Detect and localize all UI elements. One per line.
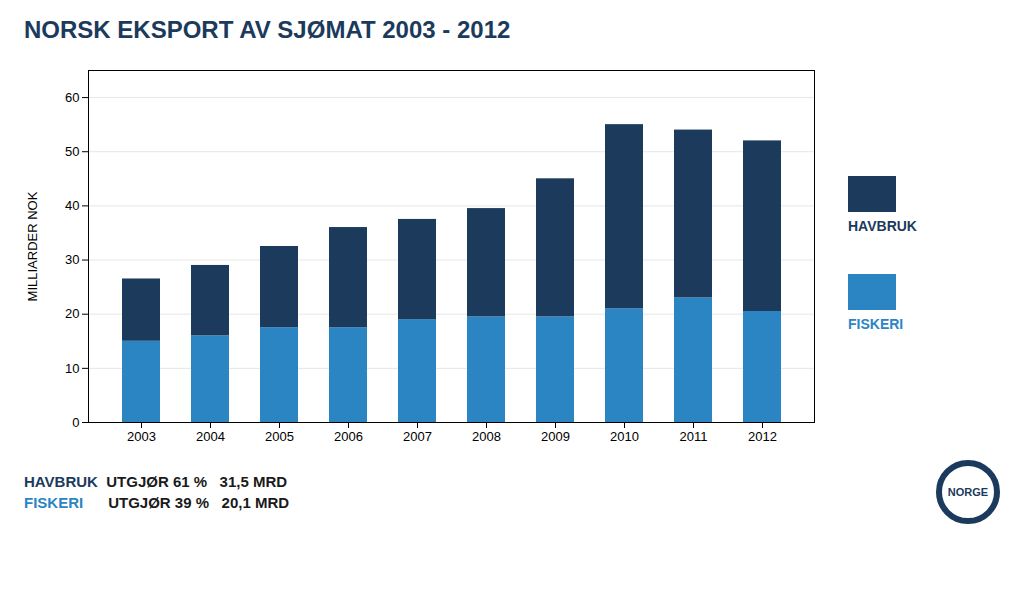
html-text:HAVBRUK UTGJØR 61 % 31,5 MRD: HAVBRUK UTGJØR 61 % 31,5 MRD bbox=[24, 473, 288, 490]
svg-text:2007: 2007 bbox=[403, 429, 432, 444]
svg-text:2006: 2006 bbox=[334, 429, 363, 444]
svg-text:0: 0 bbox=[72, 415, 79, 430]
svg-text:2005: 2005 bbox=[265, 429, 294, 444]
svg-text:2004: 2004 bbox=[196, 429, 225, 444]
svg-text:20: 20 bbox=[65, 306, 79, 321]
svg-text:2011: 2011 bbox=[680, 429, 708, 444]
html-text:FISKERI UTGJØR 39 % 20,1 MRD: FISKERI UTGJØR 39 % 20,1 MRD bbox=[24, 494, 290, 511]
svg-text:50: 50 bbox=[65, 144, 79, 159]
html-text:NORSK EKSPORT AV SJØMAT 2003 -: NORSK EKSPORT AV SJØMAT 2003 - 2012 bbox=[24, 16, 511, 43]
svg-text:10: 10 bbox=[65, 361, 79, 376]
svg-text:40: 40 bbox=[65, 198, 79, 213]
html-text:HAVBRUK: HAVBRUK bbox=[848, 218, 917, 234]
svg-text:2012: 2012 bbox=[748, 429, 777, 444]
svg-text:MILLIARDER NOK: MILLIARDER NOK bbox=[25, 191, 40, 301]
html-text:NORGE: NORGE bbox=[947, 486, 989, 498]
svg-text:60: 60 bbox=[65, 90, 79, 105]
svg-text:2009: 2009 bbox=[541, 429, 570, 444]
html-text:FISKERI: FISKERI bbox=[848, 316, 904, 332]
svg-text:30: 30 bbox=[65, 252, 79, 267]
svg-text:2008: 2008 bbox=[472, 429, 501, 444]
svg-text:2010: 2010 bbox=[610, 429, 639, 444]
svg-text:2003: 2003 bbox=[127, 429, 156, 444]
